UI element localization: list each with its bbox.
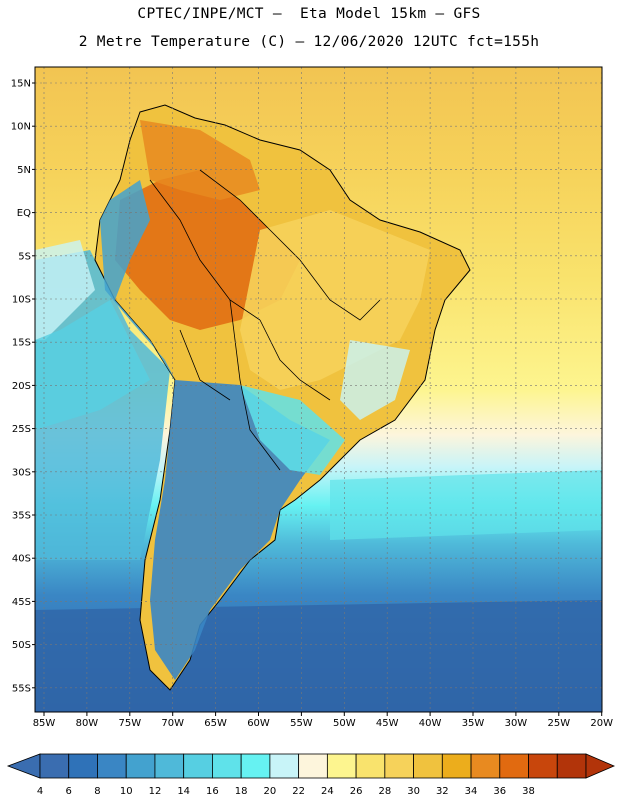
lon-label: 80W — [76, 718, 99, 729]
brazil-warm-zone — [240, 210, 430, 390]
andes-north-hot — [140, 120, 260, 200]
se-brazil-light — [340, 340, 410, 420]
lat-label: 10N — [11, 122, 31, 133]
lat-label: 20S — [12, 381, 31, 392]
lat-label: 15S — [12, 338, 31, 349]
colorbar-tick-label: 6 — [66, 786, 72, 797]
lon-label: 65W — [204, 718, 227, 729]
colorbar-right-arrow — [585, 753, 616, 779]
colorbar-swatch — [183, 753, 213, 779]
colorbar-tick-label: 38 — [522, 786, 535, 797]
lon-label: 30W — [505, 718, 528, 729]
colorbar-tick-label: 36 — [493, 786, 506, 797]
colorbar-tick-label: 30 — [407, 786, 420, 797]
colorbar-tick-label: 22 — [292, 786, 305, 797]
lon-label: 60W — [247, 718, 270, 729]
lon-label: 35W — [462, 718, 485, 729]
lat-label: EQ — [17, 208, 31, 219]
colorbar-tick-label: 34 — [465, 786, 478, 797]
south-deep-water — [35, 600, 602, 712]
colorbar-swatch — [298, 753, 328, 779]
colorbar-swatch — [212, 753, 242, 779]
colorbar-swatch — [125, 753, 156, 779]
colorbar-tick-label: 18 — [235, 786, 248, 797]
colorbar-tick-label: 26 — [350, 786, 363, 797]
colorbar-tick-label: 28 — [378, 786, 391, 797]
lon-label: 50W — [333, 718, 356, 729]
colorbar-swatch — [470, 753, 501, 779]
colorbar-swatch — [441, 753, 472, 779]
colorbar-tick-label: 8 — [94, 786, 100, 797]
lat-label: 55S — [12, 683, 31, 694]
lat-label: 5N — [17, 165, 31, 176]
colorbar-swatch — [97, 753, 127, 779]
colorbar-swatch — [499, 753, 529, 779]
lon-label: 85W — [33, 718, 56, 729]
colorbar-swatch — [528, 753, 558, 779]
colorbar-tick-label: 32 — [436, 786, 449, 797]
colorbar-swatch — [68, 753, 98, 779]
latitude-labels: 15N 10N 5N EQ 5S 10S 15S 20S 25S 30S 35S 40S 45S 50S 5… — [11, 79, 35, 694]
colorbar-tick-label: 24 — [321, 786, 334, 797]
lat-label: 25S — [12, 424, 31, 435]
lat-label: 40S — [12, 554, 31, 565]
colorbar-tick-labels: 4 6 8 10 12 14 16 18 20 22 24 26 28 30 32 34 36 38 — [37, 786, 535, 797]
atlantic-cyan-band — [330, 470, 602, 540]
colorbar-swatch — [269, 753, 300, 779]
pacific-light-water — [35, 240, 95, 340]
map-frame — [34, 66, 603, 713]
lon-label: 40W — [419, 718, 442, 729]
colorbar-swatch — [240, 753, 271, 779]
pampa-cyan-zone — [240, 385, 345, 475]
longitude-labels: 85W 80W 75W 70W 65W 60W 55W 50W 45W 40W 35W 30W 25W 2… — [33, 712, 613, 729]
colorbar-tick-label: 20 — [264, 786, 277, 797]
colorbar-tick-label: 4 — [37, 786, 43, 797]
lon-label: 25W — [547, 718, 570, 729]
colorbar-swatch — [154, 753, 185, 779]
colorbar-tick-label: 10 — [120, 786, 133, 797]
andes-cool-strip — [100, 180, 175, 380]
colorbar — [6, 753, 616, 779]
colorbar-swatch — [355, 753, 386, 779]
map-title: CPTEC/INPE/MCT – Eta Model 15km – GFS — [137, 6, 481, 22]
lat-label: 45S — [12, 597, 31, 608]
colorbar-left-arrow — [6, 753, 41, 779]
colorbar-swatch — [556, 753, 587, 779]
lat-label: 5S — [18, 251, 31, 262]
lon-label: 70W — [161, 718, 184, 729]
colorbar-tick-label: 16 — [206, 786, 219, 797]
colorbar-swatch — [326, 753, 357, 779]
lat-label: 15N — [11, 79, 31, 90]
lon-label: 75W — [118, 718, 141, 729]
colorbar-swatch — [413, 753, 443, 779]
lat-label: 50S — [12, 640, 31, 651]
colorbar-tick-label: 14 — [177, 786, 190, 797]
colorbar-swatch — [39, 753, 70, 779]
lat-label: 35S — [12, 511, 31, 522]
lon-label: 20W — [590, 718, 613, 729]
colorbar-tick-label: 12 — [149, 786, 162, 797]
colorbar-swatch — [384, 753, 414, 779]
map-subtitle: 2 Metre Temperature (C) – 12/06/2020 12U… — [78, 34, 540, 50]
pacific-cyan-water — [35, 300, 150, 430]
lat-label: 10S — [12, 295, 31, 306]
lon-label: 45W — [376, 718, 399, 729]
lat-label: 30S — [12, 467, 31, 478]
lon-label: 55W — [290, 718, 313, 729]
country-borders — [149, 169, 381, 471]
